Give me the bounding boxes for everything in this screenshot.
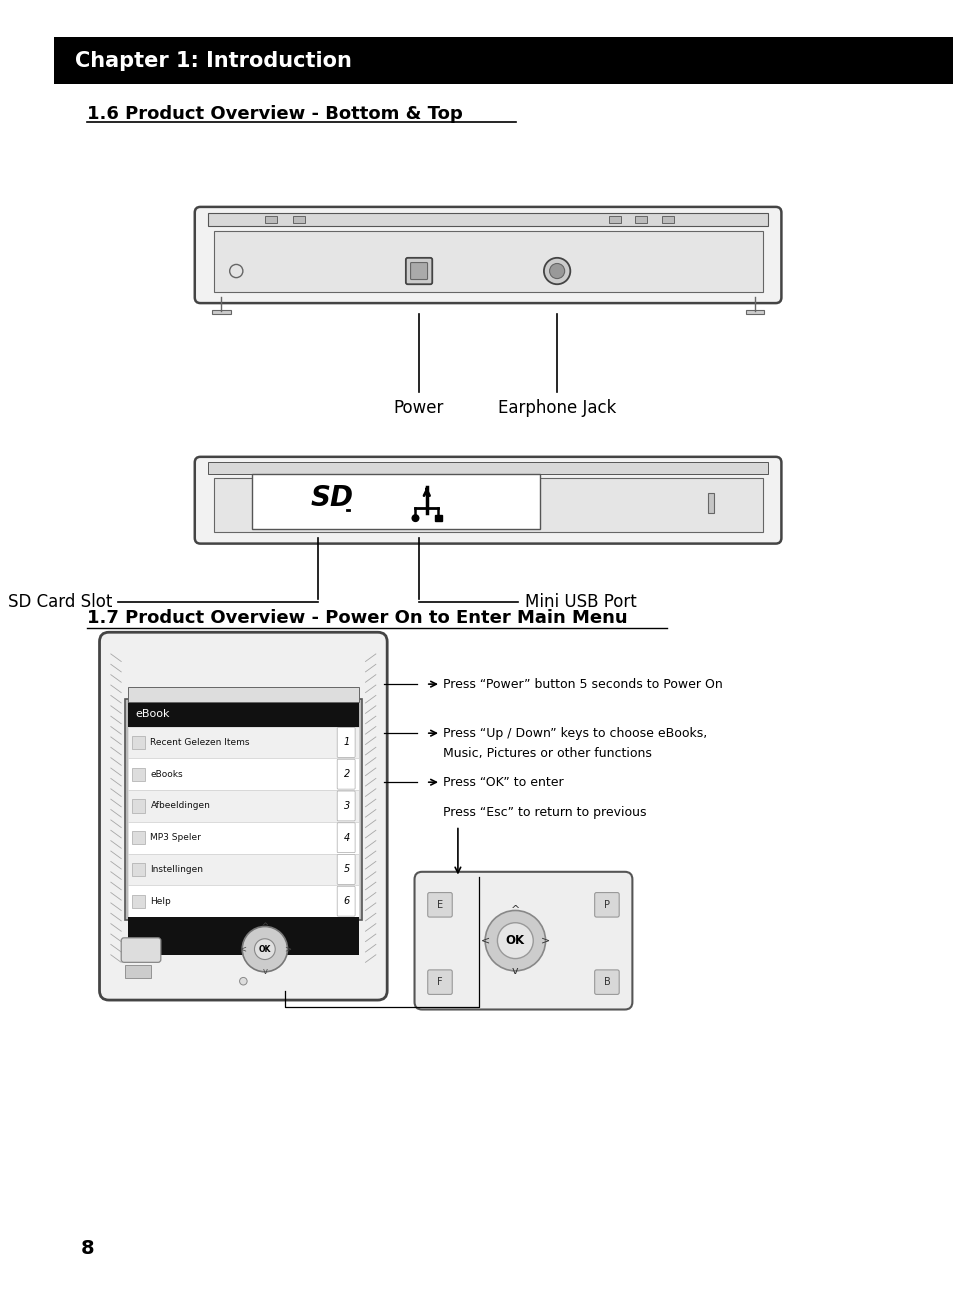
- Text: MP3 Speler: MP3 Speler: [151, 833, 201, 842]
- FancyBboxPatch shape: [336, 759, 355, 789]
- Bar: [128, 917, 358, 955]
- Bar: [745, 310, 763, 315]
- Circle shape: [485, 910, 545, 970]
- Bar: [132, 863, 145, 876]
- Bar: [132, 831, 145, 844]
- Text: F: F: [436, 977, 442, 987]
- Text: Earphone Jack: Earphone Jack: [497, 400, 616, 418]
- Text: Instellingen: Instellingen: [151, 865, 203, 874]
- Text: >: >: [540, 935, 550, 946]
- Text: E: E: [436, 900, 442, 910]
- Text: <: <: [238, 944, 246, 953]
- Text: ^: ^: [510, 905, 519, 916]
- Text: OK: OK: [258, 944, 271, 953]
- Bar: [293, 217, 305, 223]
- Text: Help: Help: [151, 897, 171, 905]
- FancyBboxPatch shape: [336, 887, 355, 916]
- Bar: [132, 895, 145, 908]
- Text: 6: 6: [343, 896, 350, 906]
- Bar: [128, 759, 358, 790]
- Text: eBooks: eBooks: [151, 769, 183, 778]
- FancyBboxPatch shape: [427, 892, 452, 917]
- Text: Chapter 1: Introduction: Chapter 1: Introduction: [75, 51, 352, 71]
- Bar: [128, 726, 358, 759]
- Circle shape: [549, 264, 564, 278]
- FancyBboxPatch shape: [194, 457, 781, 543]
- Text: Press “Esc” to return to previous: Press “Esc” to return to previous: [442, 806, 645, 819]
- Text: Music, Pictures or other functions: Music, Pictures or other functions: [442, 747, 651, 760]
- Bar: [264, 217, 276, 223]
- Text: <: <: [480, 935, 489, 946]
- Bar: [132, 799, 145, 812]
- Text: 1.7 Product Overview - Power On to Enter Main Menu: 1.7 Product Overview - Power On to Enter…: [87, 609, 627, 627]
- Bar: [212, 310, 231, 315]
- Circle shape: [543, 257, 570, 285]
- Text: Press “Up / Down” keys to choose eBooks,: Press “Up / Down” keys to choose eBooks,: [442, 726, 706, 739]
- Text: Power: Power: [394, 400, 444, 418]
- Bar: [128, 854, 358, 885]
- Text: Press “OK” to enter: Press “OK” to enter: [442, 776, 563, 789]
- Text: 4: 4: [343, 833, 350, 842]
- FancyBboxPatch shape: [594, 970, 618, 994]
- Text: 8: 8: [81, 1238, 94, 1258]
- Text: OK: OK: [505, 934, 524, 947]
- Text: 5: 5: [343, 865, 350, 875]
- Bar: [128, 821, 358, 854]
- Bar: [132, 768, 145, 781]
- Text: eBook: eBook: [135, 709, 170, 720]
- Bar: [707, 492, 714, 513]
- Bar: [608, 217, 620, 223]
- Text: Mini USB Port: Mini USB Port: [524, 593, 636, 611]
- Text: SD: SD: [311, 485, 354, 512]
- Bar: [213, 478, 761, 533]
- Bar: [252, 474, 539, 529]
- Text: 3: 3: [343, 801, 350, 811]
- Bar: [635, 217, 647, 223]
- Bar: [54, 37, 953, 85]
- Text: >: >: [284, 944, 291, 953]
- Bar: [128, 790, 358, 821]
- Bar: [208, 462, 767, 474]
- FancyBboxPatch shape: [336, 791, 355, 821]
- Bar: [128, 703, 358, 726]
- Circle shape: [242, 926, 287, 972]
- Text: SD Card Slot: SD Card Slot: [9, 593, 112, 611]
- FancyBboxPatch shape: [121, 938, 161, 963]
- Bar: [125, 965, 152, 978]
- FancyBboxPatch shape: [336, 854, 355, 884]
- FancyBboxPatch shape: [415, 872, 632, 1010]
- Text: 1.6 Product Overview - Bottom & Top: 1.6 Product Overview - Bottom & Top: [87, 104, 462, 123]
- FancyBboxPatch shape: [336, 727, 355, 757]
- Text: Afbeeldingen: Afbeeldingen: [151, 802, 210, 811]
- Circle shape: [412, 515, 418, 521]
- Bar: [128, 703, 358, 917]
- Text: Recent Gelezen Items: Recent Gelezen Items: [151, 738, 250, 747]
- Bar: [128, 687, 358, 703]
- FancyBboxPatch shape: [427, 970, 452, 994]
- FancyBboxPatch shape: [410, 263, 427, 279]
- Bar: [435, 516, 441, 521]
- Circle shape: [254, 939, 274, 960]
- FancyBboxPatch shape: [336, 823, 355, 853]
- Text: 2: 2: [343, 769, 350, 780]
- Bar: [208, 213, 767, 226]
- Bar: [132, 735, 145, 750]
- Text: v: v: [262, 968, 267, 977]
- Text: B: B: [603, 977, 610, 987]
- Text: Press “Power” button 5 seconds to Power On: Press “Power” button 5 seconds to Power …: [442, 678, 721, 691]
- Circle shape: [239, 977, 247, 985]
- FancyBboxPatch shape: [405, 257, 432, 285]
- Bar: [213, 231, 761, 291]
- FancyBboxPatch shape: [99, 632, 387, 1000]
- FancyBboxPatch shape: [594, 892, 618, 917]
- Bar: [125, 699, 361, 919]
- Circle shape: [497, 923, 533, 959]
- Text: ^: ^: [261, 922, 268, 931]
- Text: 1: 1: [343, 738, 350, 747]
- Text: P: P: [603, 900, 609, 910]
- Text: v: v: [512, 966, 518, 976]
- FancyBboxPatch shape: [194, 206, 781, 303]
- Bar: [661, 217, 673, 223]
- Bar: [128, 885, 358, 917]
